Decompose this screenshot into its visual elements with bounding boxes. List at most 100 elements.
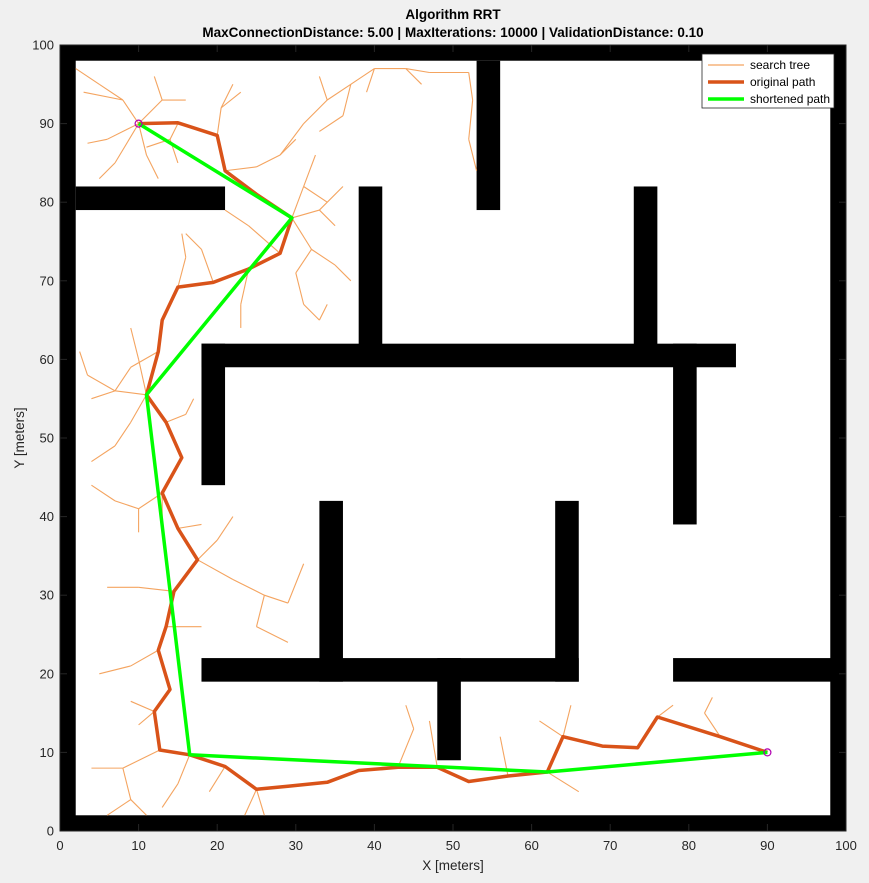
search-tree-edge: [197, 539, 218, 561]
obstacle-block: [437, 658, 461, 761]
search-tree-edge: [539, 720, 564, 738]
obstacle-block: [555, 500, 579, 682]
obstacle-block: [60, 45, 76, 831]
search-tree-edge: [83, 91, 123, 101]
obstacle-block: [319, 500, 343, 682]
search-tree-edge: [319, 115, 344, 132]
search-tree-edge: [264, 594, 289, 604]
search-tree-edge: [145, 154, 159, 179]
search-tree-edge: [318, 209, 336, 227]
search-tree-edge: [287, 563, 305, 604]
obstacle-layer: [60, 45, 846, 831]
search-tree-edge: [248, 225, 281, 254]
y-tick-label: 40: [40, 509, 54, 524]
search-tree-edge: [405, 68, 422, 85]
search-tree-edge: [295, 249, 312, 274]
obstacle-block: [60, 815, 846, 831]
y-axis-label: Y [meters]: [12, 407, 27, 468]
search-tree-edge: [197, 559, 234, 580]
x-axis-label: X [meters]: [422, 858, 484, 873]
search-tree-edge: [122, 767, 132, 800]
y-tick-label: 100: [32, 38, 54, 53]
search-tree-edge: [169, 123, 179, 140]
search-tree-edge: [177, 257, 187, 288]
search-tree-edge: [279, 138, 297, 156]
x-axis-ticks: 0 10 20 30 40 50 60 70 80 90 100: [56, 45, 857, 853]
x-tick-label: 80: [682, 838, 696, 853]
y-axis-ticks: 0 10 20 30 40 50 60 70 80 90 100: [32, 38, 846, 839]
search-tree-edge: [91, 484, 116, 502]
search-tree-edge: [106, 123, 139, 140]
x-tick-label: 60: [524, 838, 538, 853]
search-tree-edge: [397, 728, 415, 768]
y-tick-label: 0: [47, 824, 54, 839]
start-marker: [134, 119, 143, 128]
paths-layer: [137, 121, 768, 792]
search-tree-edge: [303, 154, 316, 187]
search-tree-edge: [114, 421, 132, 447]
y-tick-label: 50: [40, 431, 54, 446]
search-tree-edge: [138, 359, 147, 395]
search-tree-edge: [185, 398, 195, 415]
search-tree-edge: [547, 771, 580, 793]
legend: search tree original path shortened path: [701, 53, 835, 109]
chart-title: Algorithm RRT: [405, 7, 501, 22]
search-tree-edge: [98, 83, 124, 101]
obstacle-block: [201, 343, 736, 368]
search-tree-edge: [291, 217, 312, 250]
x-tick-label: 50: [446, 838, 460, 853]
search-tree-edge: [208, 766, 226, 792]
legend-label-original-path: original path: [750, 75, 815, 89]
search-tree-edge: [122, 749, 161, 769]
search-tree-edge: [303, 303, 320, 321]
y-tick-label: 30: [40, 588, 54, 603]
search-tree-edge: [326, 83, 352, 101]
obstacle-block: [358, 186, 383, 360]
search-tree-edge: [468, 99, 474, 140]
search-tree-edge: [232, 578, 265, 596]
search-tree-edge: [138, 711, 155, 726]
search-tree-edge: [256, 626, 289, 643]
x-tick-label: 30: [289, 838, 303, 853]
search-tree-edge: [255, 789, 265, 816]
y-tick-label: 20: [40, 666, 54, 681]
search-tree-edge: [138, 586, 175, 592]
search-tree-edge: [114, 390, 147, 396]
search-tree-edge: [200, 249, 214, 283]
search-tree-edge: [279, 123, 305, 156]
search-tree-edge: [704, 697, 713, 714]
search-tree-edge: [181, 233, 187, 258]
obstacle-block: [633, 186, 658, 360]
y-tick-label: 10: [40, 745, 54, 760]
y-tick-label: 80: [40, 195, 54, 210]
obstacle-block: [830, 45, 846, 831]
obstacle-block: [75, 186, 226, 211]
search-tree-edge: [130, 799, 147, 816]
x-tick-label: 40: [367, 838, 381, 853]
y-tick-label: 60: [40, 352, 54, 367]
search-tree-edge: [87, 374, 116, 392]
search-tree-edge: [303, 186, 328, 203]
x-tick-label: 100: [835, 838, 857, 853]
legend-label-search-tree: search tree: [750, 58, 810, 72]
search-tree-edge: [342, 84, 352, 116]
search-tree-edge: [114, 366, 132, 392]
search-tree-edge: [468, 72, 474, 101]
goal-marker: [763, 748, 772, 757]
search-tree-edge: [318, 186, 344, 211]
original-path-line: [138, 121, 768, 792]
legend-label-shortened-path: shortened path: [750, 92, 830, 106]
search-tree-edge: [468, 139, 478, 171]
search-tree-edge: [130, 700, 155, 713]
search-tree-edge: [295, 272, 305, 305]
search-tree-edge: [428, 720, 438, 768]
search-tree-edge: [216, 516, 234, 541]
search-tree-edge: [256, 154, 281, 168]
search-tree-edge: [224, 209, 249, 227]
search-tree-edge: [114, 500, 139, 510]
x-tick-label: 10: [131, 838, 145, 853]
search-tree-edge: [185, 233, 202, 250]
search-tree-edge: [220, 84, 234, 109]
search-tree-edge: [255, 595, 265, 627]
search-tree-edge: [138, 99, 163, 124]
